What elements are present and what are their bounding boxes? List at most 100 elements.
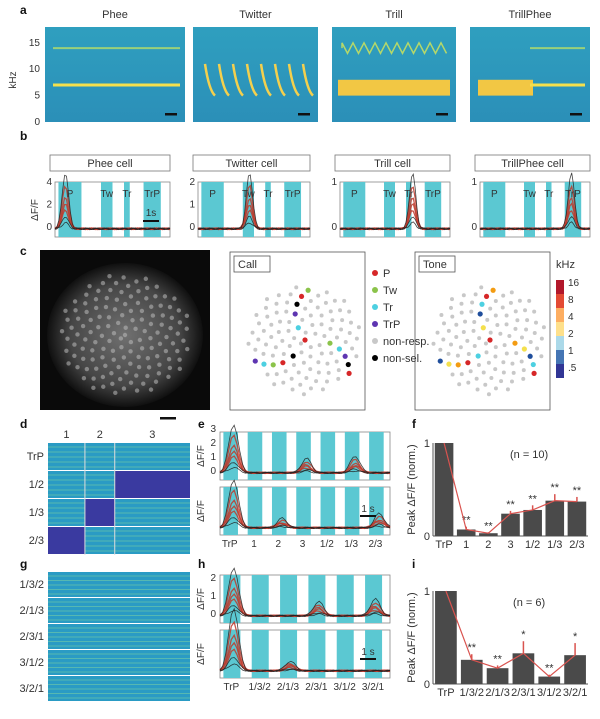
stimulus-period: [344, 432, 360, 480]
cell: [81, 375, 87, 381]
cell-marker: [316, 370, 321, 375]
spectrogram-title: Twitter: [239, 9, 272, 21]
cell-marker: [272, 382, 277, 387]
cell-marker: [469, 309, 474, 314]
stimulus-period: [251, 575, 269, 623]
silenced-segment: [114, 471, 190, 498]
colorbar-segment: [556, 294, 564, 308]
significance-marker: **: [573, 485, 582, 497]
cell-marker: [256, 337, 261, 342]
row-label: 3/1/2: [20, 657, 44, 669]
x-tick: 2/3: [569, 539, 584, 551]
bar-TrP: [435, 591, 457, 684]
cell-marker: [317, 343, 322, 348]
cell: [128, 361, 133, 366]
trace-plot-e-bottom: [219, 479, 391, 536]
legend-marker: [372, 304, 378, 310]
cell: [118, 336, 124, 341]
y-tick: 15: [29, 38, 41, 49]
y-tick: 0: [210, 466, 216, 477]
cell-marker: [450, 372, 455, 377]
cell-marker: [350, 346, 355, 351]
x-tick: 1/3: [547, 539, 562, 551]
cell-marker: [308, 354, 313, 359]
cell: [150, 313, 156, 318]
colorbar-tick: 8: [568, 295, 574, 306]
cell-marker: [273, 345, 278, 350]
colorbar-segment: [556, 308, 564, 322]
spectrogram-trillphee: [470, 27, 590, 122]
scale-bar: [436, 113, 448, 116]
cell: [149, 304, 154, 309]
stimulus-label: Tr: [263, 189, 273, 200]
cell: [184, 313, 190, 318]
bar-TrP: [434, 443, 454, 536]
legend-marker: [372, 338, 378, 344]
x-tick: 1: [463, 539, 469, 551]
significance-marker: **: [528, 493, 537, 505]
cell-marker: [315, 305, 320, 310]
cell-marker: [254, 312, 259, 317]
cell: [84, 366, 90, 372]
cell-marker: [510, 361, 515, 366]
stimulus-period: [265, 182, 271, 237]
cell-marker: [294, 301, 300, 307]
cell-marker: [264, 342, 269, 347]
stimulus-period: [247, 487, 263, 535]
cell-marker: [532, 309, 537, 314]
cell-marker: [498, 331, 503, 336]
cell: [94, 366, 99, 371]
cell: [111, 357, 116, 362]
cell-marker: [339, 327, 344, 332]
cell-marker: [301, 360, 306, 365]
scale-bar: [360, 658, 376, 660]
cell-marker: [304, 376, 309, 381]
cell: [153, 294, 158, 299]
legend-label: TrP: [383, 319, 400, 331]
cell-marker: [488, 306, 493, 311]
cell: [128, 308, 134, 314]
cell: [145, 356, 151, 361]
cell: [112, 307, 118, 312]
cell: [128, 339, 134, 345]
cell-marker: [475, 387, 480, 392]
cell-marker: [283, 369, 288, 374]
cell: [66, 361, 71, 366]
cell-marker: [290, 353, 296, 359]
cell-marker: [274, 372, 279, 377]
stimulus-label: Tw: [100, 189, 114, 200]
colorbar-tick: 16: [568, 278, 580, 289]
cell-marker: [446, 351, 451, 356]
stimulus-period: [369, 432, 384, 480]
cell-marker: [431, 341, 436, 346]
cell-marker: [472, 320, 477, 325]
trace-plot-3: [479, 172, 591, 238]
significance-marker: **: [506, 499, 515, 511]
trace-trial: [219, 610, 391, 617]
cell-marker: [342, 353, 348, 359]
cell-title-box: [49, 154, 171, 172]
legend-label: Tr: [383, 302, 393, 314]
cell-marker: [334, 359, 339, 364]
cell: [113, 390, 118, 396]
axis-label: ΔF/F: [30, 199, 41, 221]
trace-plot-e-top: [219, 424, 391, 481]
cell: [73, 308, 78, 313]
cell-marker: [504, 313, 509, 318]
cell-marker: [530, 361, 536, 368]
cell: [96, 288, 101, 294]
cell: [177, 320, 183, 325]
x-tick: 2: [276, 539, 282, 550]
y-tick: 2: [189, 177, 195, 188]
stimulus-period: [546, 182, 552, 237]
spectrogram-phee: [45, 27, 185, 122]
cell: [148, 335, 153, 341]
cell-marker: [263, 305, 268, 310]
cell-marker: [487, 337, 493, 343]
cell: [136, 354, 141, 360]
stimulus-period: [336, 630, 354, 678]
tone-map: [414, 251, 551, 411]
spectrogram-title: TrillPhee: [509, 9, 552, 21]
y-tick: 1: [471, 177, 477, 188]
